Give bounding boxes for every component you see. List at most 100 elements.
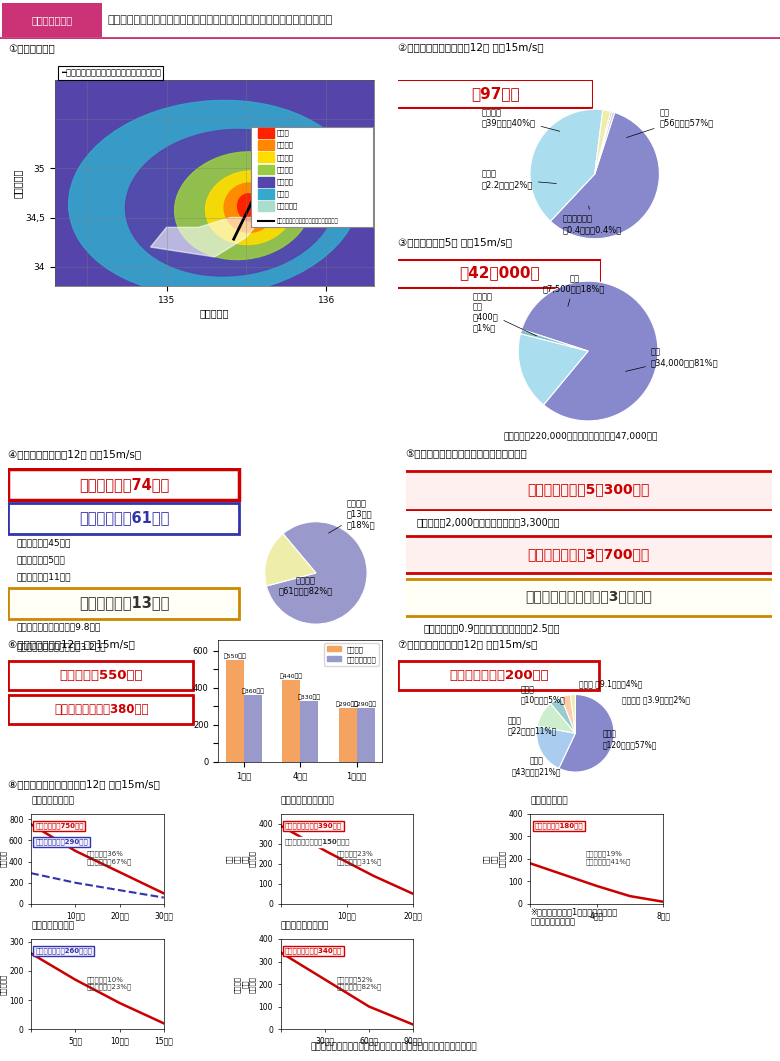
Text: ⑧ライフライン被害（冬昼12時 風速15m/s）: ⑧ライフライン被害（冬昼12時 風速15m/s） xyxy=(8,779,160,788)
Text: ※それぞれ、被災1日後の被害量及び
　復旧推移を示す。: ※それぞれ、被災1日後の被害量及び 復旧推移を示す。 xyxy=(530,907,618,926)
Ellipse shape xyxy=(175,152,312,260)
X-axis label: 東経（度）: 東経（度） xyxy=(200,308,229,318)
Text: ・道路　約2,000万人　・鉄道　約3,300万人: ・道路 約2,000万人 ・鉄道 約3,300万人 xyxy=(417,518,560,527)
FancyBboxPatch shape xyxy=(404,537,774,573)
Text: 約97万棟: 約97万棟 xyxy=(471,86,519,102)
Text: 揺れ
約34,000人（81%）: 揺れ 約34,000人（81%） xyxy=(626,348,718,371)
Wedge shape xyxy=(551,112,659,239)
Text: ⑥避難者数（冬昼12時 風速15m/s）: ⑥避難者数（冬昼12時 風速15m/s） xyxy=(8,639,135,649)
Text: 約550万人: 約550万人 xyxy=(223,654,246,659)
Wedge shape xyxy=(537,703,576,733)
Text: 直接被害
約61兆円（82%）: 直接被害 約61兆円（82%） xyxy=(278,576,333,595)
Bar xyxy=(244,695,262,762)
Y-axis label: 断水
人口
（万人）: 断水 人口 （万人） xyxy=(0,850,6,868)
Text: 約42，000人: 約42，000人 xyxy=(459,265,540,281)
Bar xyxy=(257,164,274,174)
Text: 支援率　約10%
（大阪府　約23%）: 支援率 約10% （大阪府 約23%） xyxy=(87,976,132,990)
Text: 断水人口：約750万人: 断水人口：約750万人 xyxy=(35,822,83,829)
Text: 間接被害：約13兆円: 間接被害：約13兆円 xyxy=(80,595,170,610)
Wedge shape xyxy=(594,111,615,174)
Text: 停電軒数：約180万軒: 停電軒数：約180万軒 xyxy=(534,822,583,829)
Text: 約330万人: 約330万人 xyxy=(298,694,321,699)
Text: 急傾斜地崩壊
約0.4万棟（0.4%）: 急傾斜地崩壊 約0.4万棟（0.4%） xyxy=(562,206,622,234)
FancyBboxPatch shape xyxy=(8,503,239,535)
Text: 震度６弱: 震度６弱 xyxy=(277,154,294,160)
FancyBboxPatch shape xyxy=(404,579,774,615)
Text: 被害総額：約74兆円: 被害総額：約74兆円 xyxy=(80,476,170,491)
Wedge shape xyxy=(537,726,576,768)
Text: 機能支障人口：約390万人: 機能支障人口：約390万人 xyxy=(285,822,342,829)
Text: 影響人流量：約5，300万人: 影響人流量：約5，300万人 xyxy=(528,483,650,497)
Ellipse shape xyxy=(126,129,335,276)
Text: 約290万人: 約290万人 xyxy=(354,701,378,707)
Text: 負傷者：約220,000人（うち重傷者：約47,000人）: 負傷者：約220,000人（うち重傷者：約47,000人） xyxy=(504,432,658,440)
Wedge shape xyxy=(267,522,367,624)
Wedge shape xyxy=(520,330,588,351)
FancyBboxPatch shape xyxy=(8,588,239,620)
Text: 和歌山県 約3.9万人（2%）: 和歌山県 約3.9万人（2%） xyxy=(622,695,690,705)
Text: ・家財　　約5兆円: ・家財 約5兆円 xyxy=(16,555,65,564)
Text: 奈良県 約9.1万人（4%）: 奈良県 約9.1万人（4%） xyxy=(580,680,643,689)
Bar xyxy=(257,189,274,198)
Bar xyxy=(257,202,274,211)
FancyBboxPatch shape xyxy=(8,695,193,725)
Y-axis label: 供給停止
戸数
（万戸）: 供給停止 戸数 （万戸） xyxy=(234,975,256,993)
Polygon shape xyxy=(55,80,374,286)
Text: ③死者数（冬朝5時 風速15m/s）: ③死者数（冬朝5時 風速15m/s） xyxy=(398,237,512,247)
Text: ・その他　約11兆円: ・その他 約11兆円 xyxy=(16,572,70,581)
Text: 震度５強: 震度５強 xyxy=(277,167,294,173)
Text: 震度７: 震度７ xyxy=(277,129,289,136)
Wedge shape xyxy=(594,111,612,174)
Text: ・人流計　約0.9兆円　　・物流計　約2.5兆円: ・人流計 約0.9兆円 ・物流計 約2.5兆円 xyxy=(424,624,560,633)
Ellipse shape xyxy=(224,182,275,232)
Text: 電力：停電軒数: 電力：停電軒数 xyxy=(530,797,568,805)
Text: ━：設定した活断層の地表トレース概略位置: ━：設定した活断層の地表トレース概略位置 xyxy=(61,69,161,77)
Text: 京都府
約22万人（11%）: 京都府 約22万人（11%） xyxy=(508,716,557,735)
Text: 道路：不通回線数: 道路：不通回線数 xyxy=(31,922,74,930)
Wedge shape xyxy=(522,281,658,421)
FancyBboxPatch shape xyxy=(398,661,598,691)
Text: 支援率　約19%
（大阪府　約41%）: 支援率 約19% （大阪府 約41%） xyxy=(586,851,631,865)
Text: ガス：供給停止戸数: ガス：供給停止戸数 xyxy=(281,922,329,930)
Text: ・被災地域内の損失　約9.8兆円: ・被災地域内の損失 約9.8兆円 xyxy=(16,623,101,631)
Y-axis label: 北緯（度）: 北緯（度） xyxy=(12,169,22,197)
Text: 約440万人: 約440万人 xyxy=(280,674,303,679)
Text: 断水普及率：約290万軒: 断水普及率：約290万軒 xyxy=(35,838,88,846)
Text: 出典：中央防災会議「東南海、南海地震等に関する専門調査会」資料: 出典：中央防災会議「東南海、南海地震等に関する専門調査会」資料 xyxy=(310,1042,477,1051)
Wedge shape xyxy=(570,695,576,733)
Bar xyxy=(300,701,318,762)
Text: 支援率　約52%
（大阪府　約82%）: 支援率 約52% （大阪府 約82%） xyxy=(336,976,381,990)
Text: 震度４: 震度４ xyxy=(277,191,289,197)
Text: 約360万人: 約360万人 xyxy=(242,689,264,694)
Text: 支援率　約36%
（大阪府　約67%）: 支援率 約36% （大阪府 約67%） xyxy=(87,851,133,865)
FancyBboxPatch shape xyxy=(8,469,239,501)
Legend: 避難者数, 避難所生活者数: 避難者数, 避難所生活者数 xyxy=(324,643,379,665)
Text: 約290万人: 約290万人 xyxy=(336,701,360,707)
Text: 兵庫県
約43万人（21%）: 兵庫県 約43万人（21%） xyxy=(512,756,562,776)
Text: 上水道：断水人口: 上水道：断水人口 xyxy=(31,797,74,805)
Text: ④経済被害額（冬昼12時 風速15m/s）: ④経済被害額（冬昼12時 風速15m/s） xyxy=(8,449,141,459)
Wedge shape xyxy=(561,695,576,733)
Bar xyxy=(257,127,274,138)
Ellipse shape xyxy=(238,194,262,222)
Bar xyxy=(356,708,374,762)
FancyBboxPatch shape xyxy=(395,260,601,288)
Text: 支援率　約23%
（大阪府　約31%）: 支援率 約23% （大阪府 約31%） xyxy=(336,851,382,865)
FancyBboxPatch shape xyxy=(2,3,102,37)
Wedge shape xyxy=(518,333,588,405)
Bar xyxy=(226,660,244,762)
Wedge shape xyxy=(264,534,316,586)
Text: 間接被害
約13兆円
（18%）: 間接被害 約13兆円 （18%） xyxy=(328,499,375,533)
Wedge shape xyxy=(530,109,603,221)
Y-axis label: 不通
回線数
（万回線）: 不通 回線数 （万回線） xyxy=(0,973,6,995)
Text: 急傾斜地
崩壊
約400人
（1%）: 急傾斜地 崩壊 約400人 （1%） xyxy=(473,292,537,336)
Text: ⑤人流・物流寸断の影響（６ヶ月復旧時）: ⑤人流・物流寸断の影響（６ヶ月復旧時） xyxy=(406,449,527,459)
Text: ・建物　　約45兆円: ・建物 約45兆円 xyxy=(16,538,70,547)
Text: 不通回線数：約260万回線: 不通回線数：約260万回線 xyxy=(35,947,92,954)
Bar xyxy=(339,708,356,762)
Text: 上町断層帯の地震（Ｍ７．６）により想定される震度分布及び被害想定結果: 上町断層帯の地震（Ｍ７．６）により想定される震度分布及び被害想定結果 xyxy=(108,15,333,25)
Text: 液状化
約2.2万棟（2%）: 液状化 約2.2万棟（2%） xyxy=(481,170,556,189)
Text: 滋賀県
約10万人（5%）: 滋賀県 約10万人（5%） xyxy=(521,685,566,705)
Wedge shape xyxy=(558,695,614,772)
FancyBboxPatch shape xyxy=(396,81,593,108)
